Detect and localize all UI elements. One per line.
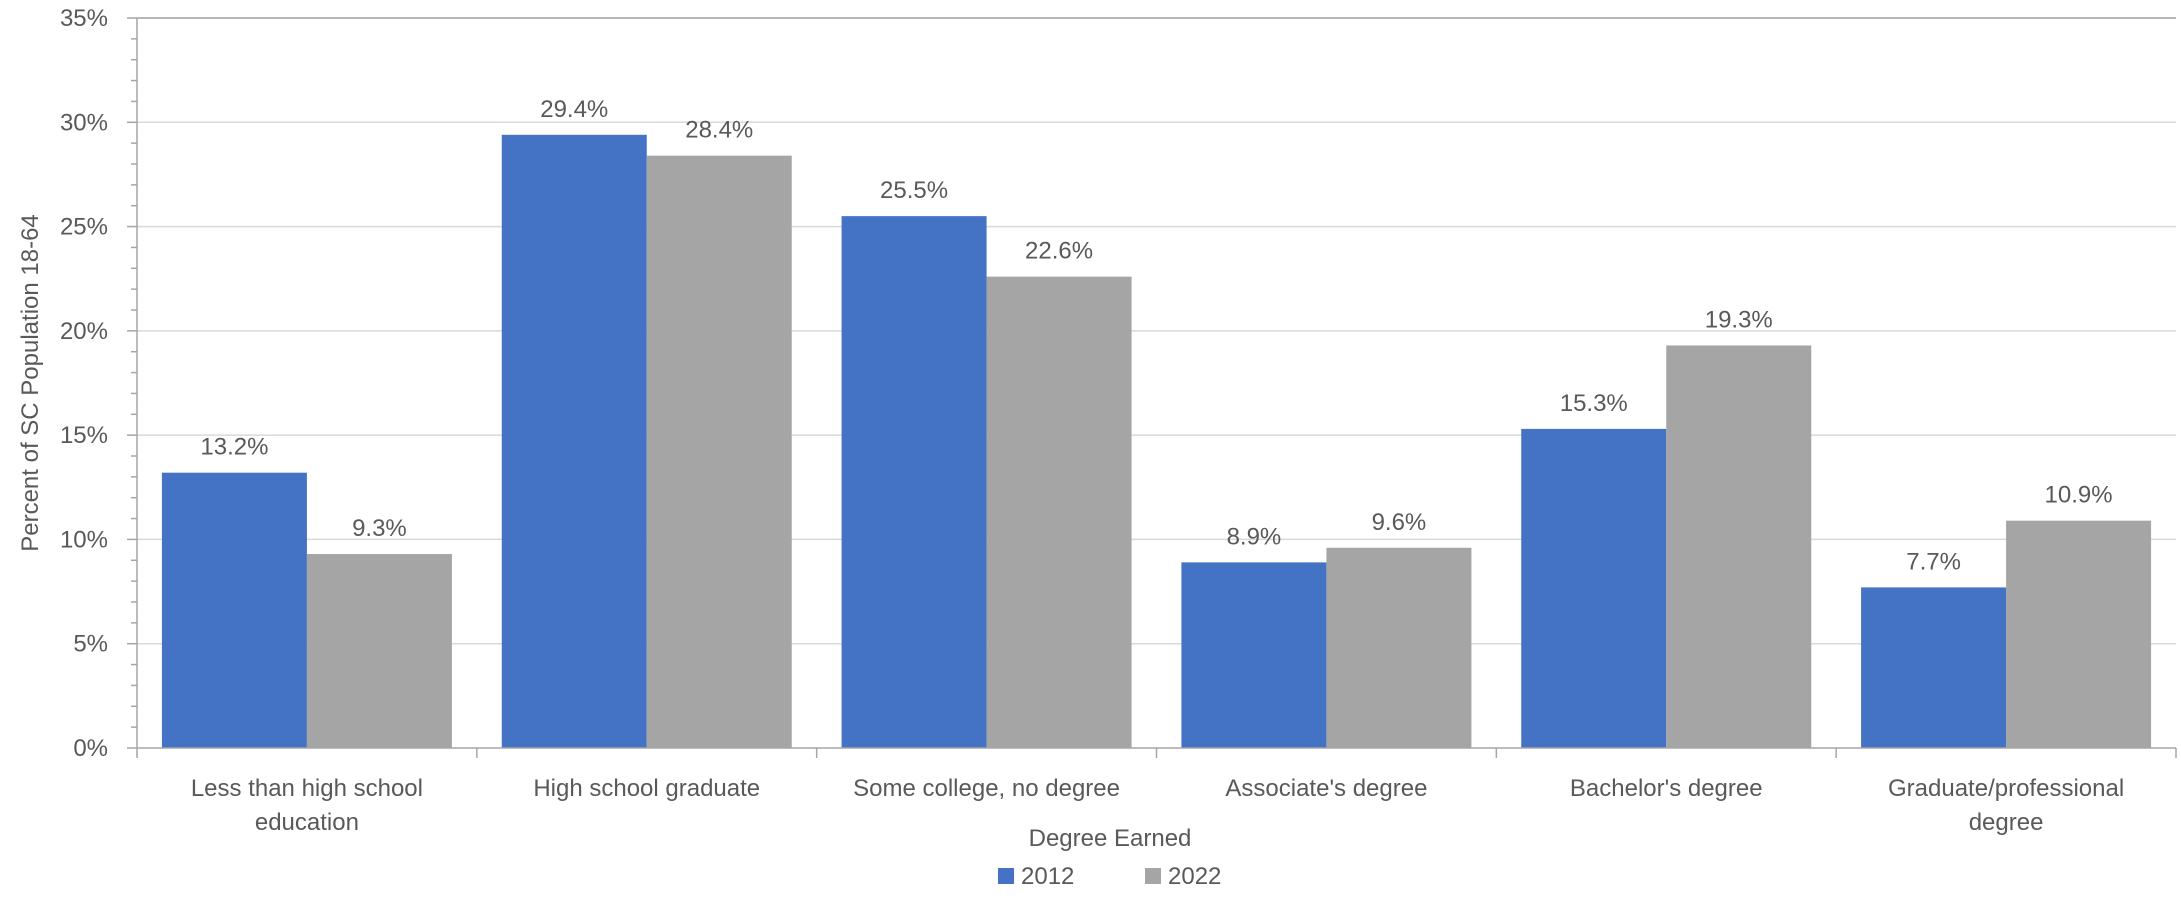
- data-label: 29.4%: [540, 96, 608, 123]
- data-label: 25.5%: [880, 177, 948, 204]
- x-tick-label: Some college, no degree: [853, 775, 1120, 802]
- x-tick-label: Bachelor's degree: [1570, 775, 1763, 802]
- x-tick-label-line: Some college, no degree: [853, 775, 1120, 802]
- data-label: 13.2%: [200, 434, 268, 461]
- y-axis-title: Percent of SC Population 18-64: [17, 214, 44, 552]
- bar-2022-1: [646, 155, 792, 748]
- data-label: 9.3%: [352, 515, 407, 542]
- bar-2022-2: [986, 276, 1132, 748]
- x-tick-label-line: Associate's degree: [1225, 775, 1427, 802]
- data-label: 19.3%: [1705, 306, 1773, 333]
- axes: [127, 17, 2177, 758]
- data-label: 9.6%: [1372, 509, 1427, 536]
- bar-2012-0: [161, 472, 307, 748]
- gridlines: [137, 17, 2176, 645]
- bar-2012-4: [1521, 428, 1667, 748]
- y-tick-label: 35%: [60, 5, 108, 32]
- data-label: 7.7%: [1906, 548, 1961, 575]
- bar-2022-0: [306, 554, 452, 748]
- x-tick-label: Less than high school education: [191, 775, 423, 836]
- bar-2022-4: [1666, 345, 1812, 748]
- legend: 2012 2022: [998, 863, 1221, 890]
- y-tick-label: 25%: [60, 214, 108, 241]
- bars: [161, 134, 2152, 749]
- legend-label: 2012: [1021, 863, 1074, 890]
- data-label: 8.9%: [1227, 523, 1282, 550]
- y-tick-label: 20%: [60, 318, 108, 345]
- bar-2012-2: [841, 216, 987, 749]
- x-tick-label-line: High school graduate: [533, 775, 760, 802]
- x-tick-label: High school graduate: [533, 775, 760, 802]
- x-tick-label-line: Bachelor's degree: [1570, 775, 1763, 802]
- legend-label: 2022: [1168, 863, 1221, 890]
- x-tick-label-line: Graduate/professional: [1888, 775, 2124, 802]
- bar-2012-3: [1181, 562, 1327, 748]
- bar-2012-5: [1861, 587, 2007, 748]
- data-label: 22.6%: [1025, 238, 1093, 265]
- data-label: 15.3%: [1560, 390, 1628, 417]
- x-tick-label-line: education: [255, 809, 359, 836]
- legend-swatch-2022: [1145, 868, 1161, 884]
- y-tick-label: 15%: [60, 422, 108, 449]
- data-labels: 13.2% 29.4% 25.5% 8.9% 15.3% 7.7% 9.3% 28.4% 22.…: [200, 96, 2112, 576]
- x-tick-label-line: degree: [1969, 809, 2044, 836]
- y-tick-label: 30%: [60, 109, 108, 136]
- x-axis-title: Degree Earned: [1029, 825, 1192, 852]
- bar-2022-5: [2006, 520, 2152, 748]
- tick-labels: 0% 5% 10% 15% 20% 25% 30% 35% Less than high sch…: [60, 5, 2124, 836]
- x-tick-label-line: Less than high school: [191, 775, 423, 802]
- x-tick-label: Associate's degree: [1225, 775, 1427, 802]
- x-tick-label: Graduate/professional degree: [1888, 775, 2124, 836]
- data-label: 28.4%: [685, 117, 753, 144]
- y-tick-label: 10%: [60, 526, 108, 553]
- bar-2012-1: [501, 134, 647, 749]
- legend-swatch-2012: [998, 868, 1014, 884]
- y-tick-label: 5%: [73, 631, 108, 658]
- y-tick-label: 0%: [73, 735, 108, 762]
- bar-2022-3: [1326, 547, 1472, 748]
- data-label: 10.9%: [2045, 482, 2113, 509]
